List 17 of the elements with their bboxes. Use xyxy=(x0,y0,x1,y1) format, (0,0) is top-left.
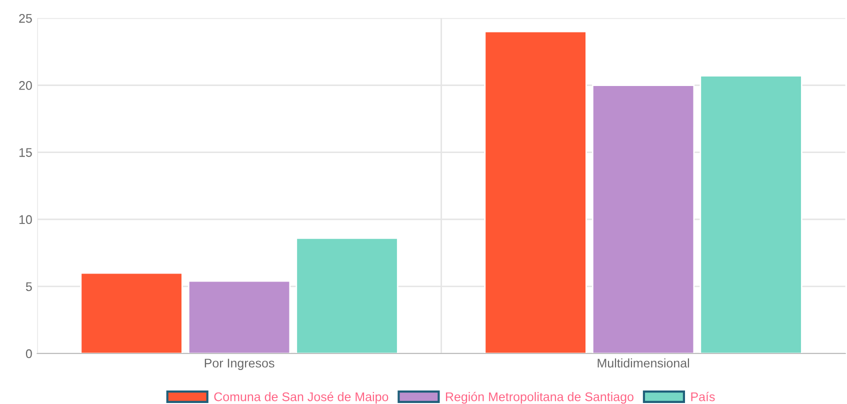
y-tick-label: 5 xyxy=(26,282,32,292)
x-tick-label: Multidimensional xyxy=(598,358,690,368)
bar xyxy=(592,84,695,354)
legend-label: Región Metropolitana de Santiago xyxy=(446,392,634,404)
bar xyxy=(700,75,802,354)
y-tick-label: 10 xyxy=(19,215,32,224)
bar xyxy=(296,237,398,354)
legend-label: País xyxy=(691,392,715,402)
bar xyxy=(188,280,291,354)
y-tick-label: 20 xyxy=(19,81,32,90)
legend-label: Comuna de San José de Maipo xyxy=(214,392,388,404)
bar xyxy=(80,272,183,354)
bar xyxy=(484,30,587,354)
y-tick-label: 25 xyxy=(19,14,32,23)
y-tick-label: 15 xyxy=(19,148,32,157)
x-tick-label: Por Ingresos xyxy=(204,358,274,370)
y-tick-label: 0 xyxy=(26,349,32,358)
